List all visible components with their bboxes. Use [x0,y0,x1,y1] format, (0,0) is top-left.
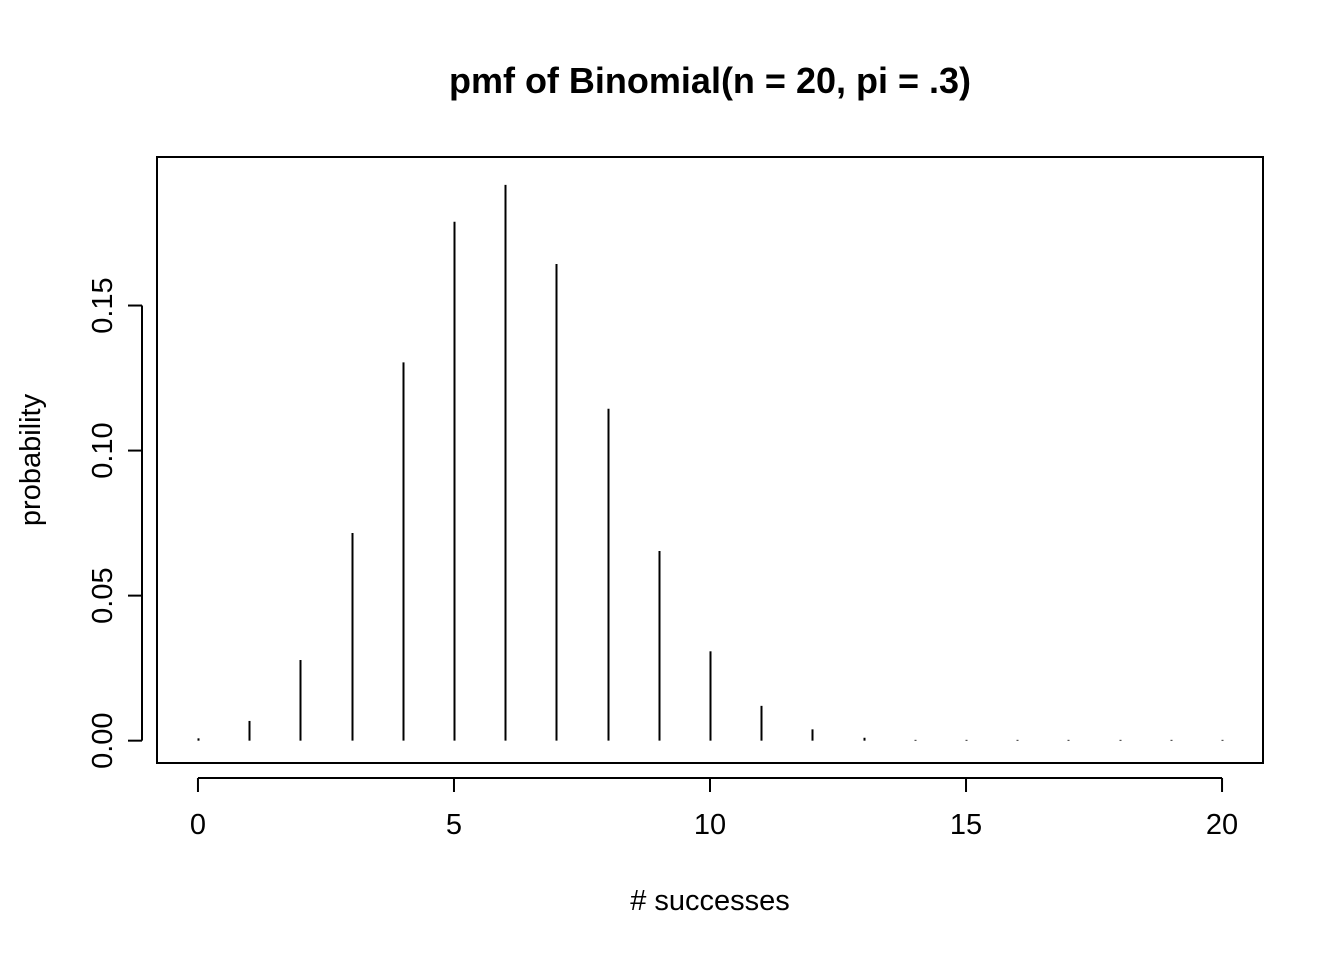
y-axis: 0.00 0.05 0.10 0.15 [87,277,143,769]
chart-title: pmf of Binomial(n = 20, pi = .3) [449,60,971,101]
y-tick-label-0.15: 0.15 [87,277,119,333]
x-axis: 0 5 10 15 20 [190,777,1238,841]
y-tick-label-0.05: 0.05 [87,567,119,623]
bars [197,184,1224,741]
plot-frame [156,156,1264,764]
y-tick-label-0.00: 0.00 [87,712,119,768]
x-tick-label-0: 0 [190,809,206,841]
x-tick-label-20: 20 [1206,809,1238,841]
y-axis-label: probability [15,393,47,526]
x-tick-label-10: 10 [694,809,726,841]
x-tick-label-5: 5 [446,809,462,841]
y-tick-label-0.10: 0.10 [87,422,119,478]
x-tick-label-15: 15 [950,809,982,841]
x-axis-label: # successes [630,885,790,917]
